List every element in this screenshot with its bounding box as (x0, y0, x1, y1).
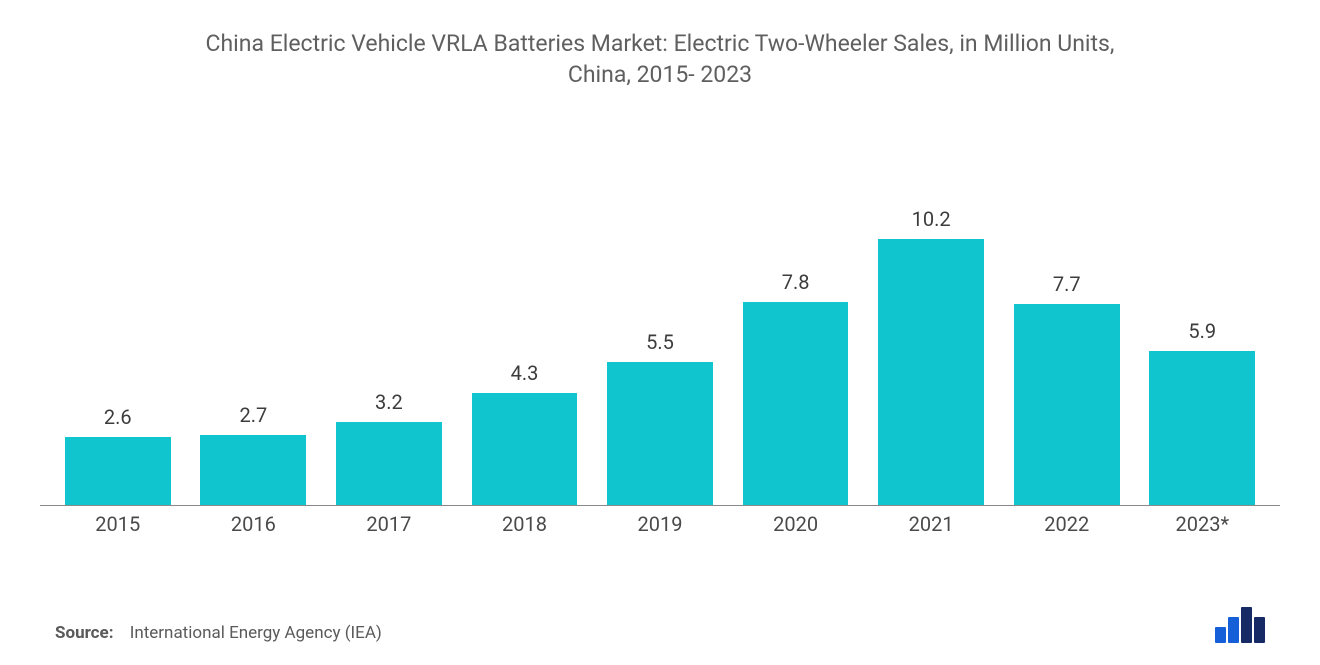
x-axis-label: 2023* (1135, 512, 1271, 536)
logo-bar-icon (1254, 617, 1265, 643)
bar (1014, 304, 1120, 505)
x-axis-label: 2021 (863, 512, 999, 536)
bar-value-label: 4.3 (511, 361, 539, 385)
chart-footer: Source: International Energy Agency (IEA… (55, 607, 1265, 643)
bar-slot: 7.7 (999, 165, 1135, 505)
logo-bar-icon (1215, 627, 1226, 643)
x-axis-label: 2017 (321, 512, 457, 536)
bar-value-label: 2.6 (104, 405, 132, 429)
brand-logo-icon (1215, 607, 1265, 643)
bar-slot: 3.2 (321, 165, 457, 505)
bar (878, 239, 984, 505)
bar (65, 437, 171, 505)
logo-bar-icon (1228, 617, 1239, 643)
bar-slot: 2.6 (50, 165, 186, 505)
bar (200, 435, 306, 505)
source-text: International Energy Agency (IEA) (130, 623, 382, 643)
source-citation: Source: International Energy Agency (IEA… (55, 623, 382, 643)
bar (1149, 351, 1255, 505)
bar (472, 393, 578, 505)
bar-slot: 10.2 (863, 165, 999, 505)
bar (607, 362, 713, 505)
x-axis-label: 2018 (457, 512, 593, 536)
bar-slot: 5.5 (592, 165, 728, 505)
bar-slot: 7.8 (728, 165, 864, 505)
bar-value-label: 5.9 (1188, 319, 1216, 343)
bar-value-label: 5.5 (646, 330, 674, 354)
x-axis-label: 2019 (592, 512, 728, 536)
bar (743, 302, 849, 505)
chart-plot-area: 2.6 2.7 3.2 4.3 5.5 7.8 10.2 7.7 5.9 (40, 165, 1280, 505)
x-axis-label: 2020 (728, 512, 864, 536)
x-axis-labels: 201520162017201820192020202120222023* (40, 512, 1280, 536)
bar-value-label: 7.7 (1053, 272, 1081, 296)
x-axis-label: 2016 (186, 512, 322, 536)
bar-slot: 5.9 (1135, 165, 1271, 505)
bar-value-label: 3.2 (375, 390, 403, 414)
logo-bar-icon (1241, 607, 1252, 643)
x-axis-label: 2015 (50, 512, 186, 536)
bar-value-label: 7.8 (782, 270, 810, 294)
chart-title-line2: China, 2015- 2023 (80, 59, 1240, 90)
chart-title-line1: China Electric Vehicle VRLA Batteries Ma… (80, 28, 1240, 59)
x-axis-label: 2022 (999, 512, 1135, 536)
bar-value-label: 2.7 (239, 403, 267, 427)
bar-slot: 2.7 (186, 165, 322, 505)
chart-title: China Electric Vehicle VRLA Batteries Ma… (0, 0, 1320, 90)
bar (336, 422, 442, 505)
source-label: Source: (55, 623, 113, 643)
bar-value-label: 10.2 (912, 207, 951, 231)
bar-slot: 4.3 (457, 165, 593, 505)
x-axis-line (40, 505, 1280, 506)
